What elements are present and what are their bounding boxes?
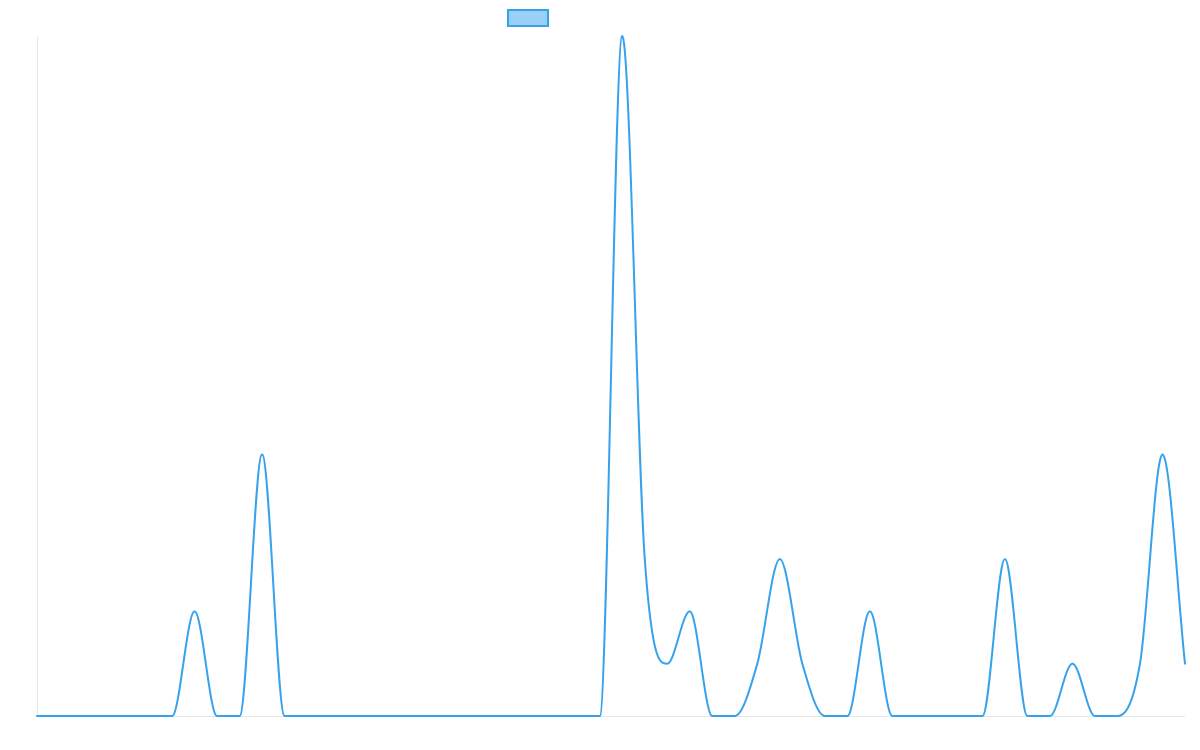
series-line-0[interactable] [36,35,1186,717]
series-layer [36,35,1186,717]
legend[interactable] [507,9,549,27]
legend-swatch[interactable] [507,9,549,27]
